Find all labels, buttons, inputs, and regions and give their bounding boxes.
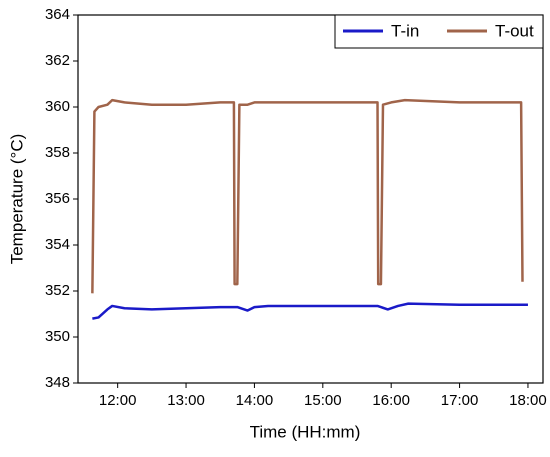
x-tick-label: 15:00 (304, 392, 342, 409)
series-line (91, 98, 524, 294)
x-tick-label: 13:00 (167, 392, 205, 409)
x-tick-label: 17:00 (441, 392, 479, 409)
y-tick-label: 350 (45, 328, 70, 345)
legend-label: T-in (391, 21, 419, 40)
y-axis-label: Temperature (°C) (7, 134, 26, 265)
y-tick-label: 354 (45, 236, 70, 253)
series-line (92, 302, 528, 320)
legend-label: T-out (495, 21, 534, 40)
y-tick-label: 356 (45, 190, 70, 207)
y-tick-label: 360 (45, 98, 70, 115)
x-tick-label: 18:00 (509, 392, 547, 409)
x-tick-label: 12:00 (99, 392, 137, 409)
x-tick-label: 14:00 (236, 392, 274, 409)
plot-frame (77, 14, 544, 384)
y-tick-label: 362 (45, 52, 70, 69)
y-tick-label: 348 (45, 374, 70, 391)
x-axis-label: Time (HH:mm) (250, 422, 361, 441)
y-tick-label: 364 (45, 6, 70, 23)
x-tick-label: 16:00 (372, 392, 410, 409)
y-tick-label: 352 (45, 282, 70, 299)
y-tick-label: 358 (45, 144, 70, 161)
